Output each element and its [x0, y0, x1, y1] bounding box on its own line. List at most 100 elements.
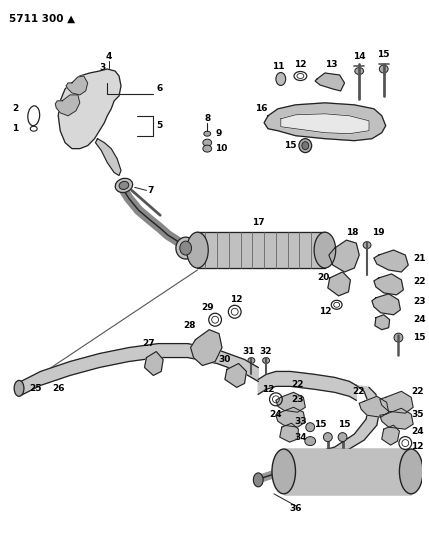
Ellipse shape [425, 464, 429, 478]
Ellipse shape [254, 473, 263, 487]
Text: 33: 33 [294, 417, 307, 426]
Text: 17: 17 [252, 218, 265, 227]
Ellipse shape [306, 423, 314, 432]
Text: 22: 22 [291, 380, 304, 389]
Ellipse shape [180, 241, 192, 255]
Polygon shape [58, 69, 121, 149]
Polygon shape [374, 250, 408, 272]
Polygon shape [21, 344, 258, 395]
Text: 22: 22 [352, 387, 365, 396]
Polygon shape [382, 425, 399, 445]
Text: 9: 9 [215, 129, 221, 138]
Polygon shape [372, 294, 400, 315]
Ellipse shape [203, 145, 211, 152]
Polygon shape [280, 423, 299, 442]
Ellipse shape [314, 232, 335, 268]
Text: 12: 12 [411, 441, 424, 450]
Text: 24: 24 [413, 315, 426, 324]
Ellipse shape [276, 72, 286, 85]
Text: 4: 4 [106, 52, 112, 61]
Ellipse shape [176, 237, 196, 259]
Text: 15: 15 [378, 50, 390, 59]
Polygon shape [276, 407, 305, 427]
Text: 5: 5 [156, 121, 163, 130]
Text: 15: 15 [314, 419, 326, 429]
Ellipse shape [302, 142, 309, 150]
Polygon shape [276, 392, 305, 412]
Text: 12: 12 [294, 60, 307, 69]
Text: 10: 10 [215, 144, 227, 153]
Ellipse shape [119, 181, 129, 189]
Ellipse shape [272, 449, 296, 494]
Text: 32: 32 [260, 347, 272, 356]
Polygon shape [264, 103, 386, 141]
Ellipse shape [263, 358, 269, 364]
Ellipse shape [363, 241, 371, 248]
Ellipse shape [305, 437, 316, 446]
Text: 5711 300 ▲: 5711 300 ▲ [9, 13, 76, 23]
Ellipse shape [115, 179, 133, 192]
Text: 24: 24 [411, 426, 424, 435]
Ellipse shape [187, 232, 208, 268]
Ellipse shape [394, 333, 403, 342]
Text: 28: 28 [183, 321, 196, 330]
Text: 6: 6 [156, 84, 163, 93]
Text: 8: 8 [204, 114, 210, 123]
Text: 15: 15 [284, 141, 297, 150]
Text: 21: 21 [413, 254, 426, 263]
Text: 12: 12 [230, 295, 243, 304]
Text: 24: 24 [269, 410, 282, 419]
Text: 35: 35 [411, 410, 424, 419]
Text: 23: 23 [291, 395, 304, 404]
Polygon shape [96, 139, 121, 175]
Text: 31: 31 [242, 347, 255, 356]
Polygon shape [359, 397, 389, 417]
Polygon shape [329, 240, 359, 272]
Text: 34: 34 [294, 433, 307, 442]
Text: 22: 22 [413, 277, 426, 286]
Polygon shape [288, 385, 380, 459]
Text: 14: 14 [353, 52, 366, 61]
Text: 18: 18 [346, 228, 359, 237]
Polygon shape [55, 95, 80, 116]
Ellipse shape [338, 433, 347, 441]
Polygon shape [197, 232, 325, 268]
Text: 20: 20 [317, 273, 329, 282]
Polygon shape [315, 73, 344, 91]
Ellipse shape [204, 131, 211, 136]
Text: 25: 25 [29, 384, 41, 393]
Polygon shape [225, 364, 247, 387]
Ellipse shape [248, 358, 255, 364]
Ellipse shape [355, 68, 364, 75]
Ellipse shape [379, 65, 388, 73]
Text: 29: 29 [201, 303, 214, 312]
Polygon shape [281, 114, 369, 134]
Polygon shape [375, 315, 390, 330]
Text: 7: 7 [147, 186, 154, 195]
Polygon shape [258, 372, 356, 400]
Text: 22: 22 [411, 387, 424, 396]
Polygon shape [380, 391, 413, 413]
Text: 13: 13 [324, 60, 337, 69]
Text: 12: 12 [319, 307, 331, 316]
Text: 3: 3 [99, 62, 106, 71]
Text: 15: 15 [413, 333, 426, 342]
Text: 26: 26 [52, 384, 65, 393]
Text: 1: 1 [12, 124, 18, 133]
Text: 15: 15 [338, 419, 351, 429]
Text: 27: 27 [142, 339, 155, 348]
Text: 36: 36 [289, 504, 302, 513]
Text: 23: 23 [413, 297, 426, 306]
Ellipse shape [299, 139, 312, 152]
Ellipse shape [203, 139, 211, 146]
Polygon shape [190, 330, 222, 366]
Text: 19: 19 [372, 228, 384, 237]
Text: 2: 2 [12, 104, 18, 114]
Polygon shape [145, 352, 163, 375]
Polygon shape [328, 272, 350, 296]
Text: 16: 16 [255, 104, 267, 114]
Ellipse shape [399, 449, 423, 494]
Polygon shape [284, 449, 411, 494]
Text: 12: 12 [262, 385, 274, 394]
Polygon shape [66, 76, 88, 95]
